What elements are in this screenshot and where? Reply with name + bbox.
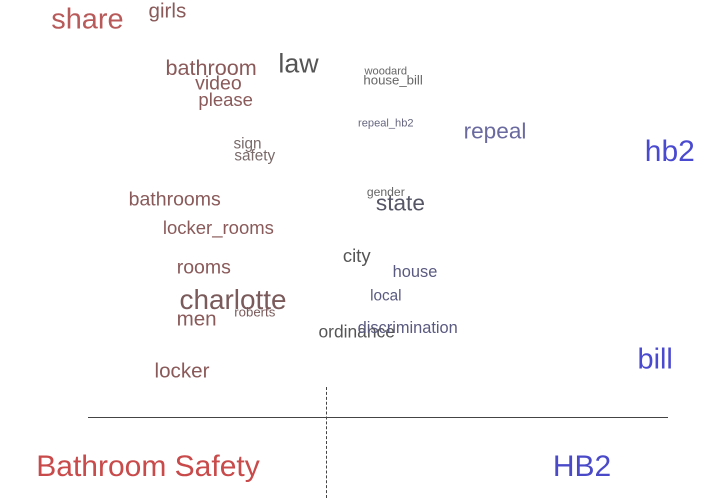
word-house-bill: house_bill: [363, 73, 422, 86]
word-local: local: [370, 288, 401, 303]
x-axis-line: [88, 417, 668, 418]
word-law: law: [278, 51, 318, 78]
word-please: please: [198, 91, 253, 110]
word-bill: bill: [638, 346, 673, 375]
word-city: city: [343, 247, 371, 266]
word-locker-rooms: locker_rooms: [163, 219, 274, 238]
x-axis-left-label: Bathroom Safety: [36, 452, 259, 482]
word-hb2: hb2: [645, 137, 695, 167]
word-roberts: roberts: [234, 305, 275, 318]
center-divider: [326, 387, 327, 498]
word-safety: safety: [234, 148, 275, 163]
x-axis-right-label: HB2: [553, 452, 611, 482]
word-house: house: [393, 264, 438, 280]
word-rooms: rooms: [177, 258, 231, 278]
word-repeal-hb2: repeal_hb2: [358, 118, 414, 129]
word-locker: locker: [155, 362, 210, 383]
word-men: men: [177, 310, 217, 331]
word-share: share: [51, 6, 123, 35]
word-repeal: repeal: [464, 121, 527, 144]
word-state: state: [376, 193, 425, 216]
word-bathrooms: bathrooms: [129, 190, 221, 210]
word-girls: girls: [149, 2, 187, 23]
word-discrimination: discrimination: [358, 320, 458, 336]
